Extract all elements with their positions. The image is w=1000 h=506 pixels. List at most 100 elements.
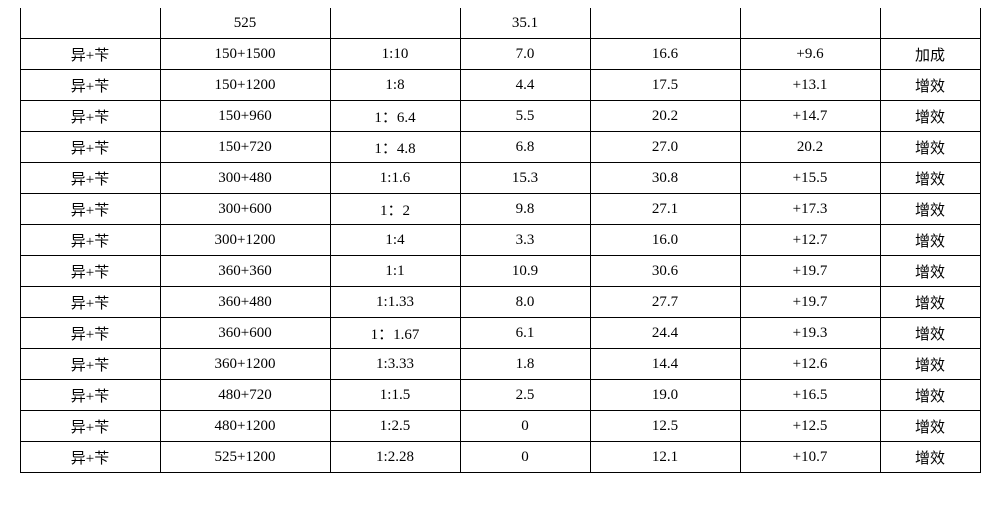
cell: 27.7 [590, 287, 740, 318]
cell: +10.7 [740, 442, 880, 473]
cell: +16.5 [740, 380, 880, 411]
cell: 1:10 [330, 39, 460, 70]
cell: 150+720 [160, 132, 330, 163]
cell: 19.0 [590, 380, 740, 411]
cell: 480+720 [160, 380, 330, 411]
cell: 异+苄 [20, 225, 160, 256]
cell [20, 8, 160, 39]
cell: 480+1200 [160, 411, 330, 442]
cell: 8.0 [460, 287, 590, 318]
cell: 1:1 [330, 256, 460, 287]
cell: 360+360 [160, 256, 330, 287]
cell: 增效 [880, 411, 980, 442]
cell: 增效 [880, 101, 980, 132]
cell: 4.4 [460, 70, 590, 101]
cell [880, 8, 980, 39]
cell: 1:8 [330, 70, 460, 101]
table-row: 异+苄 360+480 1:1.33 8.0 27.7 +19.7 增效 [20, 287, 980, 318]
cell: 异+苄 [20, 132, 160, 163]
cell: 1：4.8 [330, 132, 460, 163]
cell: 12.5 [590, 411, 740, 442]
cell: 5.5 [460, 101, 590, 132]
cell: 525+1200 [160, 442, 330, 473]
table-row: 525 35.1 [20, 8, 980, 39]
table-row: 异+苄 150+1500 1:10 7.0 16.6 +9.6 加成 [20, 39, 980, 70]
cell: 异+苄 [20, 194, 160, 225]
table-row: 异+苄 480+720 1:1.5 2.5 19.0 +16.5 增效 [20, 380, 980, 411]
cell: 1：6.4 [330, 101, 460, 132]
cell: 20.2 [590, 101, 740, 132]
table-row: 异+苄 300+480 1:1.6 15.3 30.8 +15.5 增效 [20, 163, 980, 194]
table-body: 525 35.1 异+苄 150+1500 1:10 7.0 16.6 +9.6… [20, 8, 980, 473]
cell: 1:3.33 [330, 349, 460, 380]
cell: +12.5 [740, 411, 880, 442]
cell: 150+1500 [160, 39, 330, 70]
cell: 35.1 [460, 8, 590, 39]
cell: 1:1.6 [330, 163, 460, 194]
cell: 300+600 [160, 194, 330, 225]
cell: 增效 [880, 442, 980, 473]
cell: 27.1 [590, 194, 740, 225]
cell: 1:2.5 [330, 411, 460, 442]
cell: 7.0 [460, 39, 590, 70]
cell: +19.7 [740, 256, 880, 287]
cell: 异+苄 [20, 39, 160, 70]
table-row: 异+苄 300+600 1：2 9.8 27.1 +17.3 增效 [20, 194, 980, 225]
table-row: 异+苄 525+1200 1:2.28 0 12.1 +10.7 增效 [20, 442, 980, 473]
cell [590, 8, 740, 39]
cell: 12.1 [590, 442, 740, 473]
cell: 17.5 [590, 70, 740, 101]
cell: 300+1200 [160, 225, 330, 256]
cell: +19.7 [740, 287, 880, 318]
cell [740, 8, 880, 39]
cell: 增效 [880, 225, 980, 256]
cell: 30.8 [590, 163, 740, 194]
cell: 20.2 [740, 132, 880, 163]
cell: 增效 [880, 194, 980, 225]
cell: 1：2 [330, 194, 460, 225]
cell: +12.6 [740, 349, 880, 380]
table-row: 异+苄 150+720 1：4.8 6.8 27.0 20.2 增效 [20, 132, 980, 163]
cell: 1:1.33 [330, 287, 460, 318]
cell: 增效 [880, 132, 980, 163]
cell: 30.6 [590, 256, 740, 287]
cell: 6.1 [460, 318, 590, 349]
cell: 增效 [880, 256, 980, 287]
cell: 加成 [880, 39, 980, 70]
cell: 24.4 [590, 318, 740, 349]
cell: 增效 [880, 380, 980, 411]
cell: 15.3 [460, 163, 590, 194]
cell: 9.8 [460, 194, 590, 225]
cell: 150+960 [160, 101, 330, 132]
cell: 异+苄 [20, 411, 160, 442]
cell: 异+苄 [20, 163, 160, 194]
cell: 6.8 [460, 132, 590, 163]
cell: 360+480 [160, 287, 330, 318]
cell: 0 [460, 442, 590, 473]
cell: 增效 [880, 163, 980, 194]
cell: 异+苄 [20, 256, 160, 287]
cell: 1.8 [460, 349, 590, 380]
cell: 1:1.5 [330, 380, 460, 411]
cell: 360+600 [160, 318, 330, 349]
cell: +12.7 [740, 225, 880, 256]
cell: 异+苄 [20, 349, 160, 380]
cell: 2.5 [460, 380, 590, 411]
data-table: 525 35.1 异+苄 150+1500 1:10 7.0 16.6 +9.6… [20, 8, 981, 473]
cell: 异+苄 [20, 318, 160, 349]
cell: 增效 [880, 349, 980, 380]
cell: 1:4 [330, 225, 460, 256]
cell: 14.4 [590, 349, 740, 380]
cell: 1:2.28 [330, 442, 460, 473]
cell: 150+1200 [160, 70, 330, 101]
cell: +13.1 [740, 70, 880, 101]
cell: 16.0 [590, 225, 740, 256]
cell: +15.5 [740, 163, 880, 194]
cell: 异+苄 [20, 70, 160, 101]
cell: 3.3 [460, 225, 590, 256]
cell: 异+苄 [20, 101, 160, 132]
cell: +17.3 [740, 194, 880, 225]
table-row: 异+苄 480+1200 1:2.5 0 12.5 +12.5 增效 [20, 411, 980, 442]
table-row: 异+苄 150+960 1：6.4 5.5 20.2 +14.7 增效 [20, 101, 980, 132]
cell [330, 8, 460, 39]
